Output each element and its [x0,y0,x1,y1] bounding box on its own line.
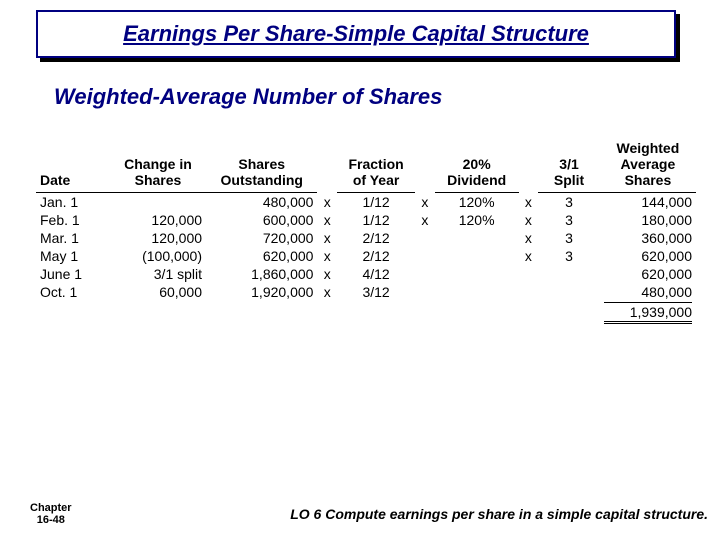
cell-weighted: 480,000 [600,283,696,301]
cell-op: x [519,193,539,212]
cell-weighted: 620,000 [600,265,696,283]
col-dividend: 20%Dividend [435,138,519,193]
col-weighted: WeightedAverageShares [600,138,696,193]
cell-op [415,229,435,247]
cell-dividend [435,229,519,247]
cell-change: 120,000 [110,211,206,229]
cell-date: Mar. 1 [36,229,110,247]
cell-dividend [435,247,519,265]
cell-split [538,283,600,301]
cell-dividend: 120% [435,211,519,229]
cell-date: May 1 [36,247,110,265]
col-op2 [415,138,435,193]
title-box: Earnings Per Share-Simple Capital Struct… [36,10,676,58]
cell-dividend [435,283,519,301]
cell-op [415,247,435,265]
cell-op [415,265,435,283]
col-fraction: Fractionof Year [337,138,415,193]
cell-outstanding: 1,920,000 [206,283,317,301]
cell-op: x [317,247,337,265]
cell-weighted: 180,000 [600,211,696,229]
cell-split: 3 [538,211,600,229]
cell-op [519,265,539,283]
cell-change: (100,000) [110,247,206,265]
col-op3 [519,138,539,193]
cell-op: x [317,193,337,212]
table-row: Feb. 1120,000600,000x1/12x120%x3180,000 [36,211,696,229]
cell-outstanding: 620,000 [206,247,317,265]
cell-op: x [415,211,435,229]
cell-dividend: 120% [435,193,519,212]
cell-date: Oct. 1 [36,283,110,301]
cell-total: 1,939,000 [600,301,696,325]
page-title: Earnings Per Share-Simple Capital Struct… [123,21,589,47]
cell-weighted: 144,000 [600,193,696,212]
col-op1 [317,138,337,193]
cell-split: 3 [538,247,600,265]
cell-change: 120,000 [110,229,206,247]
table-row: May 1(100,000)620,000x2/12x3620,000 [36,247,696,265]
table-row: Jan. 1480,000x1/12x120%x3144,000 [36,193,696,212]
cell-outstanding: 480,000 [206,193,317,212]
cell-op [415,283,435,301]
table-row: Oct. 160,0001,920,000x3/12 480,000 [36,283,696,301]
cell-date: Feb. 1 [36,211,110,229]
cell-date: Jan. 1 [36,193,110,212]
cell-fraction: 1/12 [337,211,415,229]
shares-table: Date Change inShares SharesOutstanding F… [36,138,696,325]
subtitle: Weighted-Average Number of Shares [54,84,442,110]
shares-table-wrap: Date Change inShares SharesOutstanding F… [36,138,696,325]
cell-weighted: 360,000 [600,229,696,247]
cell-split: 3 [538,193,600,212]
table-header-row: Date Change inShares SharesOutstanding F… [36,138,696,193]
cell-split [538,265,600,283]
cell-change: 3/1 split [110,265,206,283]
cell-fraction: 4/12 [337,265,415,283]
col-change: Change inShares [110,138,206,193]
cell-fraction: 2/12 [337,229,415,247]
cell-op: x [317,229,337,247]
cell-fraction: 2/12 [337,247,415,265]
chapter-label: Chapter16-48 [30,502,72,526]
cell-date: June 1 [36,265,110,283]
cell-weighted: 620,000 [600,247,696,265]
cell-change: 60,000 [110,283,206,301]
cell-op: x [519,229,539,247]
cell-outstanding: 600,000 [206,211,317,229]
cell-op: x [317,211,337,229]
col-split: 3/1Split [538,138,600,193]
cell-dividend [435,265,519,283]
cell-outstanding: 1,860,000 [206,265,317,283]
table-total-row: 1,939,000 [36,301,696,325]
cell-outstanding: 720,000 [206,229,317,247]
cell-change [110,193,206,212]
cell-op: x [317,283,337,301]
col-outstanding: SharesOutstanding [206,138,317,193]
cell-op: x [519,247,539,265]
cell-op [519,283,539,301]
cell-op: x [415,193,435,212]
cell-op: x [519,211,539,229]
cell-split: 3 [538,229,600,247]
col-date: Date [36,138,110,193]
cell-op: x [317,265,337,283]
cell-fraction: 1/12 [337,193,415,212]
learning-objective: LO 6 Compute earnings per share in a sim… [290,506,708,522]
table-row: June 13/1 split1,860,000x4/12 620,000 [36,265,696,283]
cell-fraction: 3/12 [337,283,415,301]
table-row: Mar. 1120,000720,000x2/12x3360,000 [36,229,696,247]
